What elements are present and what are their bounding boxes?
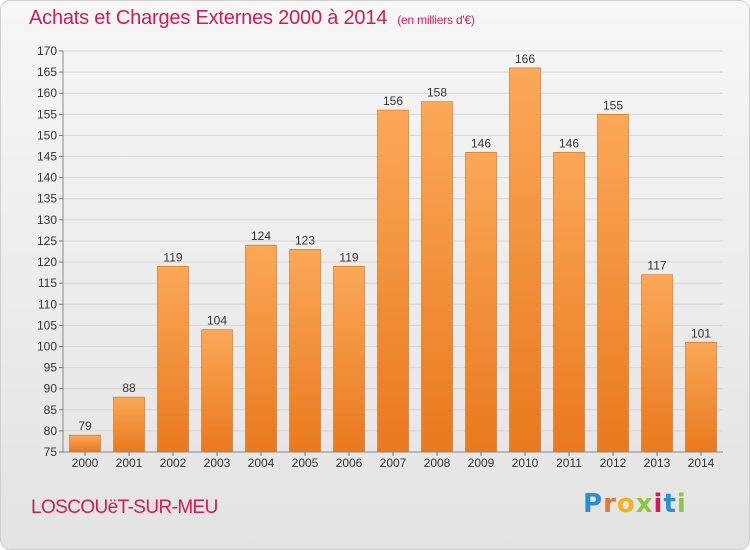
data-label: 79 — [78, 419, 92, 433]
bar — [377, 109, 409, 453]
data-label: 155 — [603, 98, 623, 112]
x-tick-label: 2006 — [336, 456, 363, 470]
bar — [509, 67, 541, 453]
x-tick-label: 2003 — [204, 456, 231, 470]
y-tick-label: 140 — [37, 171, 57, 185]
y-tick-label: 165 — [37, 65, 57, 79]
logo-letter: o — [616, 489, 636, 519]
chart-title: Achats et Charges Externes 2000 à 2014 (e… — [29, 7, 475, 30]
commune-name: LOSCOUëT-SUR-MEU — [31, 497, 218, 518]
data-label: 156 — [383, 94, 403, 108]
data-label: 117 — [647, 259, 666, 273]
data-label: 119 — [339, 250, 358, 264]
y-tick-label: 150 — [37, 128, 57, 142]
y-tick-label: 80 — [44, 424, 58, 438]
bar — [201, 329, 233, 453]
logo-letter: i — [653, 489, 664, 519]
bar — [641, 274, 673, 453]
bar — [597, 114, 629, 453]
title-text: Achats et Charges Externes 2000 à 2014 — [29, 7, 388, 29]
y-tick-label: 85 — [44, 403, 58, 417]
chart-subtitle: (en milliers d'€) — [397, 13, 475, 27]
bar — [245, 244, 277, 453]
bars: 79 88 119 104 124 123 119 156 158 146 166 146 155 117… — [69, 52, 717, 453]
logo-letter: t — [663, 489, 677, 519]
x-tick-label: 2009 — [468, 456, 495, 470]
y-tick-label: 145 — [37, 150, 57, 164]
bar — [421, 101, 453, 453]
logo-letter: P — [583, 489, 604, 519]
x-tick-label: 2007 — [380, 456, 407, 470]
bar — [113, 396, 145, 453]
logo-letter: x — [635, 489, 654, 519]
bar — [69, 434, 101, 453]
x-tick-label: 2005 — [292, 456, 319, 470]
logo-letter: r — [603, 489, 617, 519]
bar — [289, 249, 321, 453]
x-tick-label: 2010 — [512, 456, 539, 470]
x-tick-label: 2012 — [600, 456, 627, 470]
y-tick-label: 125 — [37, 234, 57, 248]
y-tick-label: 90 — [44, 382, 58, 396]
y-tick-label: 155 — [37, 107, 57, 121]
data-label: 166 — [515, 52, 535, 66]
data-label: 146 — [471, 136, 491, 150]
y-tick-label: 95 — [44, 361, 58, 375]
data-label: 124 — [251, 229, 271, 243]
bar — [465, 152, 497, 453]
y-tick-label: 110 — [38, 297, 57, 311]
proxiti-logo: Proxiti — [583, 489, 687, 519]
x-tick-label: 2008 — [424, 456, 451, 470]
data-label: 123 — [295, 233, 315, 247]
bar — [157, 265, 189, 453]
y-tick-label: 100 — [37, 339, 57, 353]
y-tick-label: 115 — [38, 276, 57, 290]
logo-letter: i — [676, 489, 687, 519]
data-label: 88 — [122, 381, 136, 395]
x-tick-label: 2004 — [248, 456, 275, 470]
bar — [685, 341, 717, 453]
x-tick-label: 2001 — [116, 456, 143, 470]
x-tick-label: 2011 — [556, 456, 582, 470]
y-tick-label: 130 — [37, 213, 57, 227]
x-tick-label: 2013 — [644, 456, 671, 470]
axes: 75 80 85 90 95 100 105 110 115 120 125 130 135 140 145… — [37, 44, 723, 470]
data-label: 101 — [691, 326, 711, 340]
data-label: 158 — [427, 86, 447, 100]
x-tick-label: 2002 — [160, 456, 187, 470]
y-tick-label: 120 — [37, 255, 57, 269]
data-label: 119 — [163, 250, 182, 264]
y-tick-label: 135 — [37, 192, 57, 206]
x-tick-label: 2014 — [688, 456, 715, 470]
data-label: 104 — [207, 314, 227, 328]
x-tick-label: 2000 — [72, 456, 99, 470]
y-tick-label: 160 — [37, 86, 57, 100]
bar — [553, 152, 585, 453]
y-tick-label: 170 — [37, 44, 57, 58]
bar — [333, 265, 365, 453]
data-label: 146 — [559, 136, 579, 150]
y-tick-label: 105 — [37, 318, 57, 332]
y-tick-label: 75 — [44, 445, 58, 459]
